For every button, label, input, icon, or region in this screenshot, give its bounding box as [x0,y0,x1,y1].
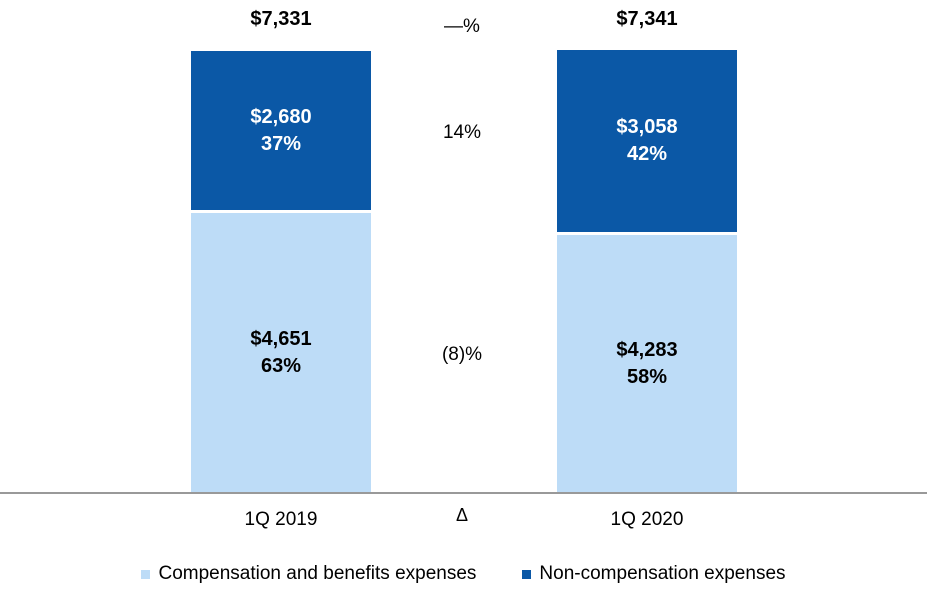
segment-percent: 58% [626,366,667,388]
axis-label-1q2020: 1Q 2020 [610,509,684,530]
total-label-1q2020: $7,341 [616,8,678,30]
compensation-segment-1q2019: $4,651 63% [191,213,371,493]
legend-label: Compensation and benefits expenses [158,563,477,584]
non-compensation-segment-1q2020: $3,058 42% [557,50,737,232]
delta-non-compensation-change: 14% [442,122,482,143]
segment-label: $2,680 37% [250,104,311,158]
delta-compensation-change: (8)% [441,344,483,365]
delta-total-change: —% [444,16,480,37]
segment-percent: 63% [260,355,301,377]
segment-value: $3,058 [616,116,678,138]
bar-1q2020: $3,058 42% $4,283 58% [557,50,737,493]
bar-1q2019: $2,680 37% $4,651 63% [191,51,371,493]
delta-symbol: Δ [455,505,469,525]
x-axis-line [0,492,927,494]
segment-label: $4,283 58% [616,337,677,391]
legend-item-non-compensation: Non-compensation expenses [522,562,786,586]
segment-value: $4,283 [616,339,678,361]
segment-value: $4,651 [250,328,312,350]
segment-percent: 37% [260,132,301,155]
total-label-1q2019: $7,331 [250,8,312,30]
legend-item-compensation: Compensation and benefits expenses [141,562,476,586]
segment-percent: 42% [626,143,667,165]
chart-legend: Compensation and benefits expenses Non-c… [0,562,927,586]
segment-value: $2,680 [250,105,312,128]
segment-divider [191,210,371,213]
axis-label-1q2019: 1Q 2019 [244,509,318,530]
legend-label: Non-compensation expenses [539,563,786,584]
non-compensation-swatch-icon [522,569,532,579]
segment-label: $4,651 63% [250,326,311,380]
compensation-segment-1q2020: $4,283 58% [557,235,737,493]
non-compensation-segment-1q2019: $2,680 37% [191,51,371,210]
segment-divider [557,232,737,235]
segment-label: $3,058 42% [616,114,677,168]
compensation-swatch-icon [141,569,151,579]
